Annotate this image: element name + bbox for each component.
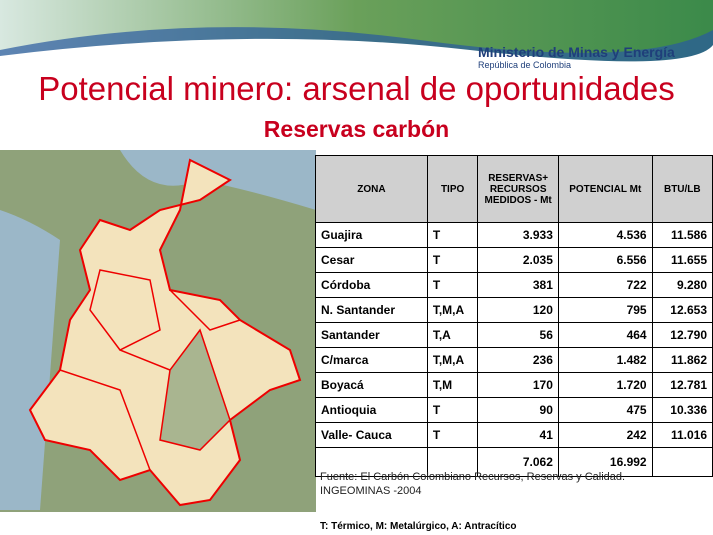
table-row: Santander T,A 56 464 12.790 xyxy=(315,322,713,348)
table-cell: 41 xyxy=(477,422,559,448)
column-header: BTU/LB xyxy=(651,155,713,223)
table-cell: T,A xyxy=(426,322,479,348)
table-cell: T,M xyxy=(426,372,479,398)
table-cell: Valle- Cauca xyxy=(315,422,428,448)
table-cell: 236 xyxy=(477,347,559,373)
table-cell: 795 xyxy=(557,297,653,323)
table-cell: 9.280 xyxy=(651,272,713,298)
total-row: 7.062 16.992 xyxy=(315,447,713,477)
column-header: ZONA xyxy=(315,155,428,223)
source-line: INGEOMINAS -2004 xyxy=(320,485,422,497)
table-cell: 381 xyxy=(477,272,559,298)
table-cell: T xyxy=(426,272,479,298)
table-cell: Boyacá xyxy=(315,372,428,398)
column-header: TIPO xyxy=(426,155,479,223)
table-cell: 2.035 xyxy=(477,247,559,273)
table-cell: 120 xyxy=(477,297,559,323)
table-row: Guajira T 3.933 4.536 11.586 xyxy=(315,222,713,248)
table-cell: N. Santander xyxy=(315,297,428,323)
subtitle: Reservas carbón xyxy=(263,116,450,142)
table-cell: 12.790 xyxy=(651,322,713,348)
table-cell: 464 xyxy=(557,322,653,348)
table-row: C/marca T,M,A 236 1.482 11.862 xyxy=(315,347,713,373)
table-cell: 722 xyxy=(557,272,653,298)
table-cell: 10.336 xyxy=(651,397,713,423)
table-cell: Santander xyxy=(315,322,428,348)
table-row: Boyacá T,M 170 1.720 12.781 xyxy=(315,372,713,398)
empty-cell xyxy=(651,447,713,477)
table-cell: Córdoba xyxy=(315,272,428,298)
table-row: Valle- Cauca T 41 242 11.016 xyxy=(315,422,713,448)
table-cell: 170 xyxy=(477,372,559,398)
ministry: Ministerio de Minas y Energía xyxy=(478,44,675,60)
table-cell: Antioquia xyxy=(315,397,428,423)
table-row: Córdoba T 381 722 9.280 xyxy=(315,272,713,298)
table-cell: 1.720 xyxy=(557,372,653,398)
reserves-table: ZONA TIPO RESERVAS+ RECURSOS MEDIDOS - Mt P… xyxy=(315,155,713,477)
table-row: Cesar T 2.035 6.556 11.655 xyxy=(315,247,713,273)
table-cell: 242 xyxy=(557,422,653,448)
table-cell: Guajira xyxy=(315,222,428,248)
total-cell: 16.992 xyxy=(557,447,653,477)
source: Fuente: El Carbón Colombiano Recursos, R… xyxy=(320,470,625,498)
table-cell: 11.586 xyxy=(651,222,713,248)
table-cell: T xyxy=(426,222,479,248)
table-cell: 6.556 xyxy=(557,247,653,273)
banner xyxy=(0,0,713,62)
table-cell: T,M,A xyxy=(426,297,479,323)
table-cell: 12.653 xyxy=(651,297,713,323)
table-cell: T,M,A xyxy=(426,347,479,373)
column-header: POTENCIAL Mt xyxy=(557,155,653,223)
table-row: Antioquia T 90 475 10.336 xyxy=(315,397,713,423)
table-cell: T xyxy=(426,397,479,423)
table-cell: 56 xyxy=(477,322,559,348)
title: Potencial minero: arsenal de oportunidad… xyxy=(38,70,675,107)
table-cell: 475 xyxy=(557,397,653,423)
legend: T: Térmico, M: Metalúrgico, A: Antracíti… xyxy=(320,521,517,532)
table-cell: 1.482 xyxy=(557,347,653,373)
table-cell: T xyxy=(426,247,479,273)
table-row: N. Santander T,M,A 120 795 12.653 xyxy=(315,297,713,323)
empty-cell xyxy=(426,447,479,477)
map xyxy=(0,150,316,512)
table-cell: 11.016 xyxy=(651,422,713,448)
table-cell: Cesar xyxy=(315,247,428,273)
country: República de Colombia xyxy=(478,60,572,70)
empty-cell xyxy=(315,447,428,477)
table-cell: 11.655 xyxy=(651,247,713,273)
table-cell: 12.781 xyxy=(651,372,713,398)
source-line: Fuente: El Carbón Colombiano Recursos, R… xyxy=(320,471,626,483)
table-cell: 11.862 xyxy=(651,347,713,373)
table-cell: 4.536 xyxy=(557,222,653,248)
table-cell: T xyxy=(426,422,479,448)
table-cell: 3.933 xyxy=(477,222,559,248)
table-cell: 90 xyxy=(477,397,559,423)
column-header: RESERVAS+ RECURSOS MEDIDOS - Mt xyxy=(477,155,559,223)
table-cell: C/marca xyxy=(315,347,428,373)
